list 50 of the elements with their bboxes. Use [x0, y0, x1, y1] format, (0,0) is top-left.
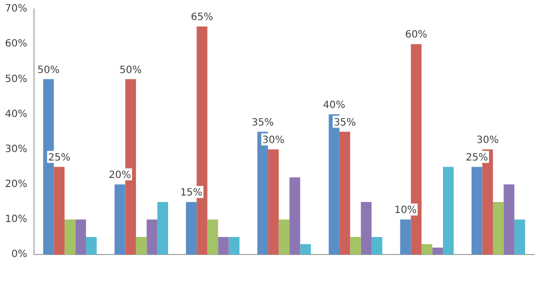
data-label: 65%: [190, 12, 214, 24]
y-tick-label: 40%: [4, 108, 28, 120]
y-tick-label: 10%: [4, 214, 28, 226]
bar: [207, 220, 218, 255]
y-tick-label: 60%: [4, 38, 28, 50]
bar: [422, 244, 432, 255]
bar: [86, 237, 97, 255]
bar: [75, 220, 86, 255]
bar: [278, 220, 290, 255]
bar: [372, 237, 382, 255]
bar: [186, 202, 197, 255]
data-label: 15%: [180, 188, 202, 199]
bar: [54, 166, 65, 255]
bar: [157, 202, 168, 255]
data-label: 30%: [476, 134, 499, 146]
data-label: 25%: [466, 152, 488, 164]
bar: [514, 220, 526, 255]
y-tick-label: 30%: [4, 144, 28, 155]
bar: [228, 237, 240, 255]
bar: [472, 166, 482, 255]
bar: [136, 237, 147, 255]
data-label: 20%: [108, 170, 132, 182]
y-tick-label: 70%: [4, 4, 28, 15]
data-label: 10%: [394, 205, 417, 216]
data-label: 40%: [322, 100, 346, 111]
bar: [339, 132, 350, 255]
data-label: 50%: [119, 64, 142, 76]
data-label: 50%: [37, 64, 60, 76]
bar: [146, 220, 158, 255]
bar: [504, 184, 514, 255]
bar: [432, 248, 443, 255]
data-label: 60%: [405, 30, 428, 41]
bar: [360, 202, 372, 255]
bar: [114, 184, 126, 255]
bar: [300, 244, 311, 255]
data-label: 35%: [252, 117, 274, 128]
bar: [442, 166, 454, 255]
bar: [218, 237, 229, 255]
bar: [400, 220, 411, 255]
y-tick-label: 50%: [4, 74, 28, 85]
data-label: 25%: [48, 152, 70, 164]
data-label: 30%: [262, 134, 285, 146]
y-tick-label: 20%: [4, 179, 28, 190]
bar: [289, 177, 300, 255]
y-tick-label: 0%: [11, 249, 28, 260]
bar: [64, 220, 76, 255]
bar: [268, 149, 279, 255]
data-label: 35%: [334, 117, 356, 128]
bar: [492, 202, 504, 255]
bar: [350, 237, 361, 255]
